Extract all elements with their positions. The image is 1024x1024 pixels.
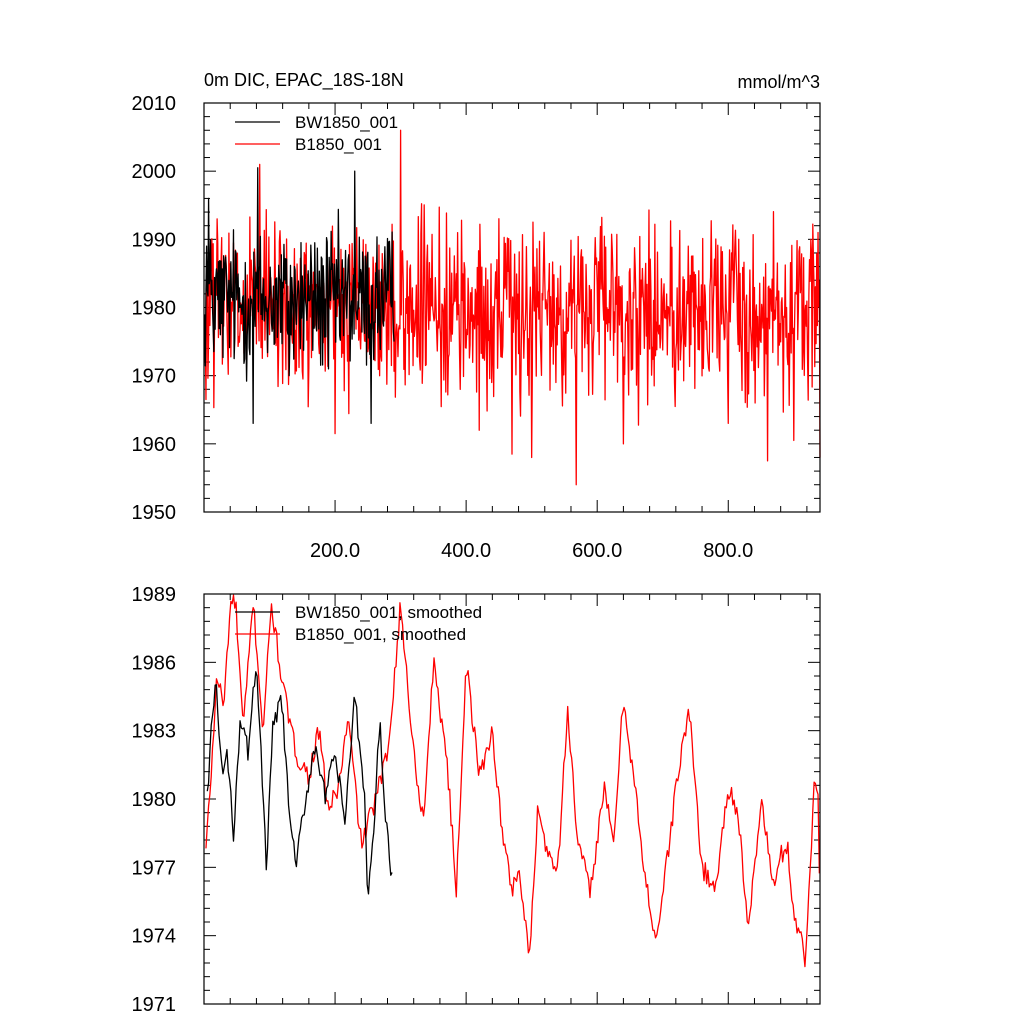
top-panel-frame <box>203 102 821 513</box>
y-tick-label: 1989 <box>132 584 177 606</box>
bottom-panel: 1971 1974 1977 1980 1983 1986 1989 BW1850_001,… <box>132 584 821 1016</box>
y-tick-label: 1974 <box>132 926 177 948</box>
top-panel: 0m DIC, EPAC_18S-18N mmol/m^3 1950196019… <box>132 70 821 562</box>
y-tick-label: 1986 <box>132 652 177 674</box>
top-panel-xtick-labels: 200.0 400.0 600.0 800.0 <box>310 540 753 562</box>
y-tick-label: 1980 <box>132 298 177 320</box>
y-tick-label: 1980 <box>132 789 177 811</box>
y-tick-label: 1970 <box>132 366 177 388</box>
x-tick-label: 800.0 <box>703 540 753 562</box>
top-panel-title: 0m DIC, EPAC_18S-18N <box>204 70 404 91</box>
top-panel-legend: BW1850_001 B1850_001 <box>235 113 398 154</box>
series-line-bw1850 <box>204 167 395 425</box>
top-panel-series <box>204 129 821 486</box>
y-tick-label: 2000 <box>132 161 177 183</box>
top-panel-ytick-labels: 1950 1960 1970 1980 1990 2000 2010 <box>132 93 177 524</box>
series-line-b1850-smoothed <box>205 594 820 968</box>
x-tick-label: 200.0 <box>310 540 360 562</box>
y-tick-label: 1971 <box>132 994 177 1016</box>
y-tick-label: 2010 <box>132 93 177 115</box>
y-tick-label: 1950 <box>132 502 177 524</box>
y-tick-label: 1990 <box>132 229 177 251</box>
legend-label-b1850: B1850_001 <box>295 135 382 154</box>
y-tick-label: 1983 <box>132 721 177 743</box>
bottom-panel-ytick-labels: 1971 1974 1977 1980 1983 1986 1989 <box>132 584 177 1016</box>
series-line-bw1850-smoothed <box>206 671 393 895</box>
y-tick-label: 1960 <box>132 434 177 456</box>
y-tick-label: 1977 <box>132 857 177 879</box>
x-tick-label: 600.0 <box>572 540 622 562</box>
legend-label-b1850-smoothed: B1850_001, smoothed <box>295 625 466 644</box>
top-panel-units: mmol/m^3 <box>738 72 820 92</box>
legend-label-bw1850: BW1850_001 <box>295 113 398 132</box>
bottom-panel-frame <box>203 593 821 1005</box>
x-tick-label: 400.0 <box>441 540 491 562</box>
bottom-panel-legend: BW1850_001, smoothed B1850_001, smoothed <box>235 603 482 644</box>
legend-label-bw1850-smoothed: BW1850_001, smoothed <box>295 603 482 622</box>
bottom-panel-series <box>205 594 820 968</box>
